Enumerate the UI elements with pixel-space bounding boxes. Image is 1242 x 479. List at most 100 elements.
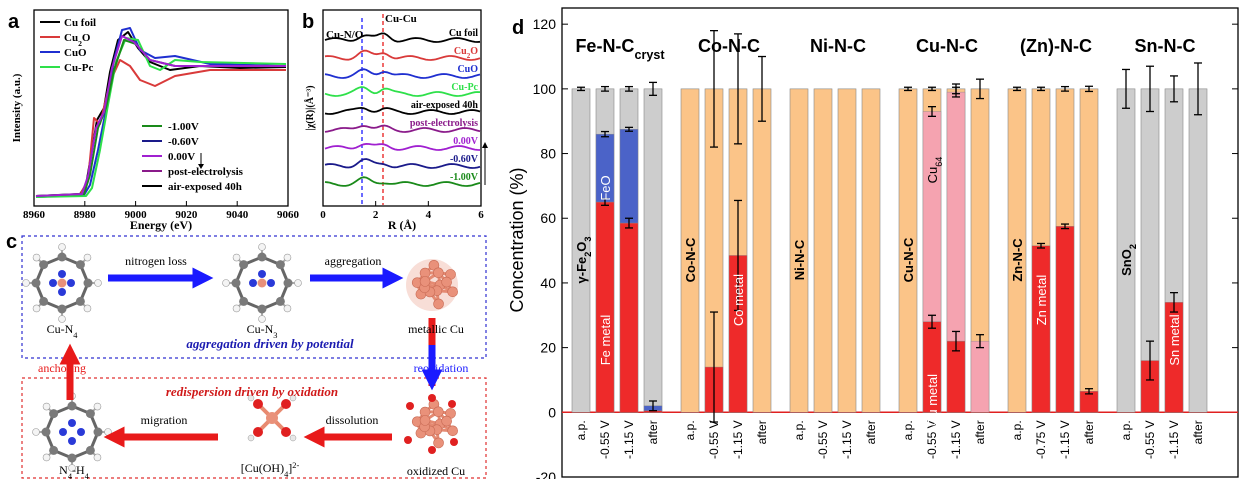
panel-d-metal-label: Cu metal <box>925 374 940 426</box>
panel-d-category-label: -0.55 V <box>598 420 612 459</box>
panel-b-label: b <box>302 11 314 33</box>
panel-d-category-label: a.p. <box>901 420 915 440</box>
metallic-cu-cluster <box>406 259 458 311</box>
label-cu-n4: Cu-N4 <box>47 322 79 340</box>
label-oxidized-cu: oxidized Cu <box>407 464 465 478</box>
panel-a-xtick-label: 8960 <box>23 209 46 221</box>
panel-b-trace-label: Cu foil <box>449 28 478 39</box>
panel-a-legend-label: post-electrolysis <box>168 166 244 178</box>
panel-a-legend-label: 0.00V <box>168 151 195 163</box>
panel-d-frame <box>561 7 1239 478</box>
panel-d-group: Cu-N-C a.p. -0.55 V -1.15 V after Cu-N-C Cu me… <box>898 36 990 459</box>
label-cu-n3: Cu-N3 <box>247 322 278 340</box>
panel-d-group: Ni-N-C a.p. -0.55 V -1.15 V after Ni-N-C <box>789 36 881 459</box>
panel-d-label: d <box>512 17 524 39</box>
panel-d-group: Fe-N-Ccryst a.p. -0.55 V -1.15 V after γ-Fe2O… <box>571 36 665 459</box>
panel-a-legend-label: CuO <box>64 47 87 59</box>
panel-b-xlabel: R (Å) <box>388 218 416 232</box>
panel-b-trace <box>324 106 481 115</box>
panel-d-bar-base <box>680 88 700 413</box>
panel-a-trend-arrowhead <box>198 164 204 169</box>
panel-d-group-title: (Zn)-N-C <box>1020 36 1092 56</box>
panel-d-ytick-label: -20 <box>536 469 556 479</box>
panel-d-metal-label: Fe metal <box>598 315 613 366</box>
panel-b-trace-label: post-electrolysis <box>410 118 478 129</box>
panel-d-category-label: after <box>755 420 769 444</box>
panel-c: c <box>6 231 487 479</box>
panel-d-group-title: Fe-N-Ccryst <box>575 36 665 62</box>
panel-d-category-label: after <box>1191 420 1205 444</box>
panel-d-group: (Zn)-N-C a.p. -0.75 V -1.15 V after Zn-N-C Zn … <box>1007 36 1099 459</box>
panel-a-legend-label: -0.60V <box>168 136 199 148</box>
panel-d-ytick-label: 20 <box>540 340 556 356</box>
panel-b-trace-label: -1.00V <box>450 172 479 183</box>
panel-d-group-title: Cu-N-C <box>916 36 978 56</box>
panel-d-inner-label: Ni-N-C <box>792 239 807 280</box>
panel-d-ytick-label: 0 <box>548 404 556 420</box>
caption-aggregation: aggregation driven by potential <box>186 336 354 351</box>
label-cu-oh4: [Cu(OH)4]2- <box>241 461 300 479</box>
panel-d-category-label: -1.15 V <box>840 420 854 459</box>
panel-d-bar-base <box>789 88 809 413</box>
panel-d-bar-base <box>813 88 833 413</box>
label-migration: migration <box>141 413 188 427</box>
panel-d-category-label: -1.15 V <box>1058 420 1072 459</box>
panel-d-group-title: Co-N-C <box>698 36 760 56</box>
panel-d-inner-label: Co-N-C <box>683 237 698 282</box>
panel-b-trace <box>324 124 481 133</box>
panel-d-inner-label: γ-Fe2O3 <box>574 237 593 284</box>
panel-a-legend-label: Cu2O <box>64 32 91 48</box>
panel-d-category-label: after <box>864 420 878 444</box>
panel-a-legend-label: Cu-Pc <box>64 62 93 74</box>
panel-d-bar-metal <box>619 222 639 413</box>
panel-a-xtick-label: 9000 <box>125 209 148 221</box>
panel-a-xtick-label: 9040 <box>226 209 249 221</box>
panel-b-trace <box>324 86 481 97</box>
panel-a-curve <box>35 59 286 198</box>
panel-d-bar-base <box>752 88 772 413</box>
label-n4h4: N4-H4 <box>59 463 90 479</box>
panel-d-category-label: a.p. <box>792 420 806 440</box>
panel-b-xtick-label: 2 <box>373 209 379 221</box>
panel-b-trace <box>324 49 481 61</box>
cu-oh4-complex <box>247 394 297 442</box>
panel-d-ytick-label: 100 <box>533 81 557 97</box>
panel-d-bar-base <box>837 88 857 413</box>
panel-d-inner-label: SnO2 <box>1119 244 1138 276</box>
label-aggregation: aggregation <box>325 254 382 268</box>
panel-d-category-label: a.p. <box>1119 420 1133 440</box>
label-anchoring: anchoring <box>38 361 86 375</box>
panel-d-ytick-label: 40 <box>540 275 556 291</box>
panel-b-ylabel: |χ(R)|(Å⁻³) <box>304 85 316 130</box>
panel-a-ylabel: Intensity (a.u.) <box>11 73 23 142</box>
panel-d-bar-base <box>861 88 881 413</box>
panel-d-bar-base <box>1079 88 1099 413</box>
panel-a-xtick-label: 8980 <box>74 209 97 221</box>
panel-a-legend-label: air-exposed 40h <box>168 181 242 193</box>
panel-b-trend-arrowhead <box>482 142 488 148</box>
panel-b-annot-cucu: Cu-Cu <box>385 13 417 25</box>
panel-d: d Concentration (%) -20 0 20 40 60 80 100 120 F… <box>507 7 1239 479</box>
panel-b-trace <box>324 32 481 43</box>
panel-d-inner-label: Cu-N-C <box>901 237 916 282</box>
panel-b-trace-label: Cu-Pc <box>451 82 478 93</box>
panel-d-metal-label: Sn metal <box>1167 314 1182 365</box>
panel-d-category-label: a.p. <box>683 420 697 440</box>
panel-b-trace <box>324 158 481 169</box>
panel-b-trace-label: CuO <box>457 64 478 75</box>
panel-d-bar-second <box>970 340 990 413</box>
panel-a-curve <box>35 27 287 198</box>
panel-d-bar-metal <box>946 340 966 413</box>
panel-d-metal-label: Co metal <box>731 274 746 326</box>
panel-d-ytick-label: 60 <box>540 210 556 226</box>
panel-d-category-label: -0.55 V <box>816 420 830 459</box>
panel-d-second-label: Cu64 <box>925 157 944 184</box>
panel-b-trace-label: Cu2O <box>454 46 478 60</box>
panel-a-xlabel: Energy (eV) <box>130 218 192 232</box>
panel-d-bar-second <box>619 129 639 224</box>
label-nitrogen-loss: nitrogen loss <box>125 254 187 268</box>
caption-redispersion: redispersion driven by oxidation <box>166 384 338 399</box>
panel-c-label: c <box>6 231 17 253</box>
panel-b-trace-label: -0.60V <box>450 154 479 165</box>
